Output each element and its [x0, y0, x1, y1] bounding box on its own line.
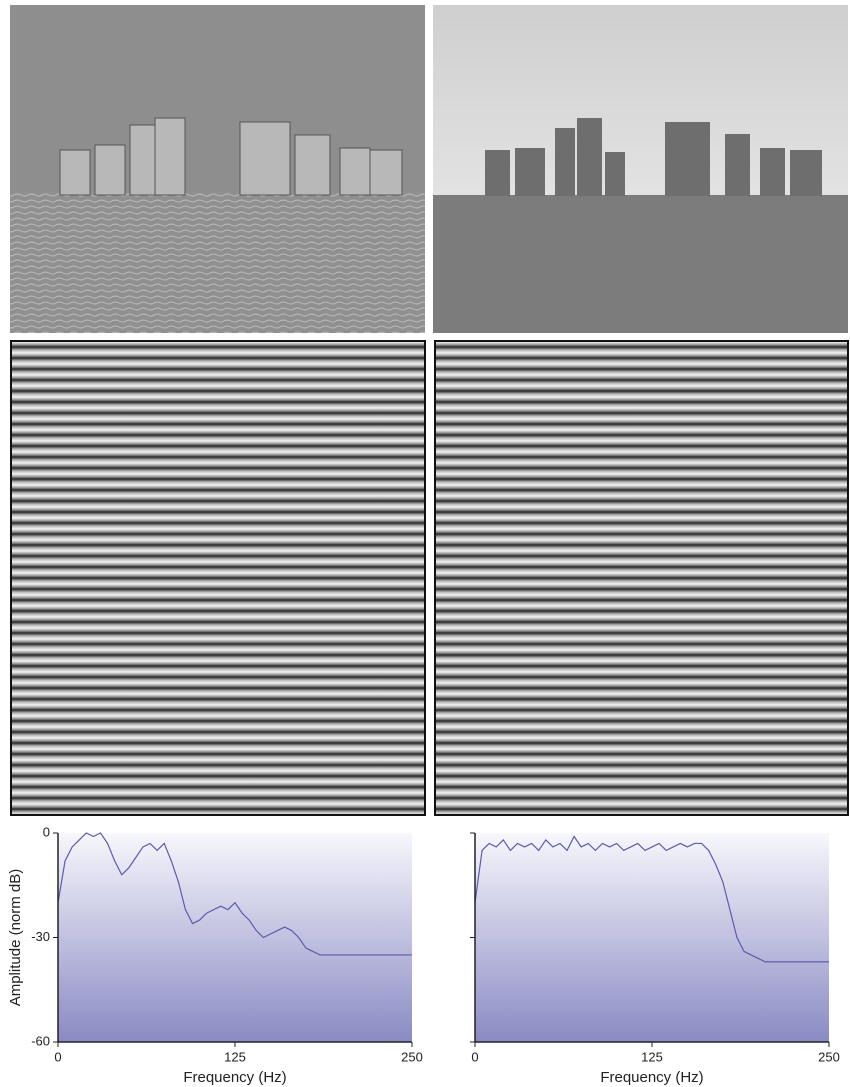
photo-ground [433, 195, 848, 333]
spectrum-line [57, 832, 412, 956]
x-tick-label: 250 [401, 1049, 423, 1064]
spectrum-charts: 0 -30 -60 0 125 250 Frequency (Hz) Amplitude (n… [7, 824, 840, 1086]
x-axis-label: Frequency (Hz) [600, 1069, 703, 1086]
x-tick-label: 125 [641, 1049, 663, 1064]
plot-area [475, 833, 829, 1042]
x-axis-label: Frequency (Hz) [183, 1069, 286, 1086]
photo-stones [485, 118, 822, 196]
y-tick-label: 0 [43, 824, 50, 839]
plot-area [58, 833, 412, 1042]
seismic-panel-left [10, 340, 426, 816]
x-tick-label: 250 [818, 1049, 840, 1064]
y-tick-label: -60 [31, 1033, 50, 1048]
x-tick-label: 0 [54, 1049, 61, 1064]
x-tick-label: 0 [471, 1049, 478, 1064]
y-axis-label: Amplitude (norm dB) [7, 869, 24, 1007]
y-tick-label: -30 [31, 929, 50, 944]
x-tick-label: 125 [224, 1049, 246, 1064]
photo-panels [10, 5, 848, 333]
spectrum-line [474, 835, 829, 963]
edge-stones [59, 117, 403, 196]
edge-ground [10, 192, 425, 333]
seismic-panel-right [434, 340, 849, 816]
